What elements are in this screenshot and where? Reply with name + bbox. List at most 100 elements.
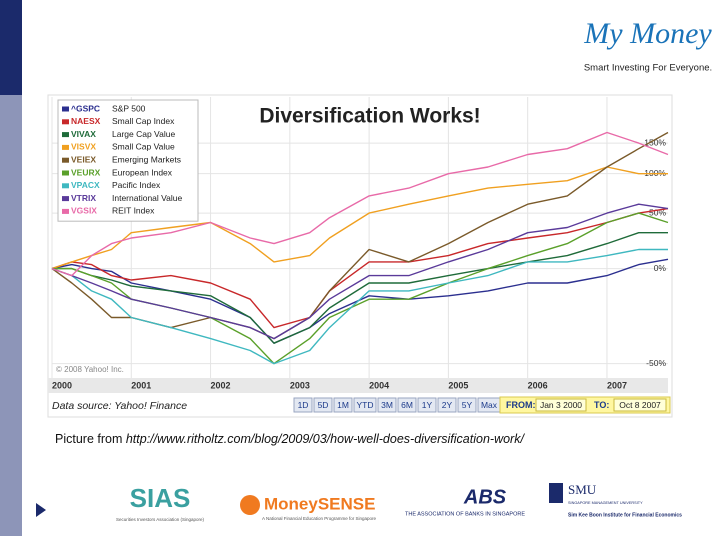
y-tick-label: 0% <box>654 263 667 273</box>
range-label: YTD <box>357 400 374 410</box>
x-tick-label: 2000 <box>52 380 72 390</box>
legend-swatch <box>62 208 69 214</box>
smu-logo: SMU <box>568 482 597 497</box>
legend-swatch <box>62 144 69 150</box>
to-field <box>613 398 667 412</box>
from-label: FROM: <box>506 400 536 410</box>
range-button <box>397 397 417 413</box>
legend-swatch <box>62 170 69 176</box>
legend-label: S&P 500 <box>112 103 146 113</box>
smu-crest <box>549 483 563 503</box>
x-tick-label: 2006 <box>528 380 548 390</box>
range-button <box>377 397 397 413</box>
range-button <box>437 397 457 413</box>
range-button <box>313 397 333 413</box>
chart-title: Diversification Works! <box>259 105 480 128</box>
legend-box <box>57 99 199 222</box>
legend-swatch <box>62 119 69 125</box>
series-line <box>52 212 669 365</box>
sias-logo: SIAS <box>130 483 191 513</box>
series-line <box>52 232 668 344</box>
y-tick-label: -50% <box>646 358 666 368</box>
x-tick-label: 2003 <box>290 380 310 390</box>
legend-swatch <box>62 157 69 163</box>
copyright: © 2008 Yahoo! Inc. <box>56 365 124 374</box>
x-tick-label: 2001 <box>131 380 151 390</box>
chart: -50% 0% 50% 100% 150% 2000 2001 2002 2003 2004 200… <box>48 97 669 393</box>
series-line <box>51 131 669 340</box>
smu-institute: Sim Kee Boon Institute for Financial Eco… <box>568 512 682 518</box>
moneysense-logo: MoneySENSE <box>264 494 375 513</box>
x-tick-label: 2002 <box>211 380 231 390</box>
caption-url: http://www.ritholtz.com/blog/2009/03/how… <box>126 432 526 446</box>
series-line <box>51 203 669 340</box>
legend-label: International Value <box>112 193 183 203</box>
range-label: 6M <box>401 400 413 410</box>
range-label: 3M <box>381 400 393 410</box>
to-label: TO: <box>594 400 609 410</box>
x-tick-label: 2004 <box>369 380 389 390</box>
legend-ticker: VISVX <box>71 142 96 152</box>
sias-sub: Securities Investors Association (Singap… <box>116 517 205 522</box>
caption: Picture from http://www.ritholtz.com/blo… <box>55 432 525 446</box>
legend-swatch <box>62 106 69 112</box>
series-line <box>51 248 668 365</box>
legend-label: Pacific Index <box>112 180 161 190</box>
series-line <box>51 258 669 344</box>
x-tick-label: 2007 <box>607 380 627 390</box>
legend-swatch <box>62 132 69 138</box>
range-button <box>293 397 313 413</box>
caption-prefix: Picture from <box>55 432 126 446</box>
abs-logo: ABS <box>463 486 507 508</box>
range-label: 5D <box>318 400 329 410</box>
from-field <box>535 398 587 412</box>
range-controls: 1D 5D 1M YTD 3M 6M 1Y 2Y 5Y Max FROM: Jan 3 2000 TO:… <box>293 396 671 414</box>
legend-ticker: NAESX <box>71 116 101 126</box>
to-date: Oct 8 2007 <box>619 400 661 410</box>
x-tick-label: 2005 <box>448 380 468 390</box>
range-button <box>457 397 477 413</box>
x-axis-band <box>48 378 668 393</box>
series-line <box>51 166 668 270</box>
logo: My Money <box>583 17 712 50</box>
moneysense-icon <box>240 495 260 515</box>
range-label: Max <box>481 400 498 410</box>
legend-label: Emerging Markets <box>112 154 181 164</box>
nav-arrow <box>36 503 46 517</box>
data-source: Data source: Yahoo! Finance <box>52 400 187 412</box>
legend-label: Small Cap Value <box>112 142 175 152</box>
tagline: Smart Investing For Everyone. <box>584 63 712 74</box>
smu-sub: SINGAPORE MANAGEMENT UNIVERSITY <box>568 501 643 505</box>
range-button <box>353 397 377 413</box>
range-label: 2Y <box>442 400 453 410</box>
legend-label: REIT Index <box>112 206 155 216</box>
range-label: 1M <box>337 400 349 410</box>
legend-ticker: VEIEX <box>71 154 96 164</box>
y-tick-label: 50% <box>649 207 666 217</box>
legend-ticker: VTRIX <box>71 193 96 203</box>
legend-label: European Index <box>112 167 173 177</box>
series-line <box>51 131 669 277</box>
abs-sub: THE ASSOCIATION OF BANKS IN SINGAPORE <box>405 511 525 517</box>
legend-ticker: ^GSPC <box>71 103 100 113</box>
moneysense-sub: A National Financial Education Programme… <box>262 516 377 521</box>
legend-label: Small Cap Index <box>112 116 175 126</box>
range-label: 1D <box>298 400 309 410</box>
legend-ticker: VIVAX <box>71 129 96 139</box>
y-tick-label: 100% <box>644 168 666 178</box>
range-label: 1Y <box>422 400 433 410</box>
side-bar <box>0 95 22 536</box>
legend-ticker: VGSIX <box>71 206 97 216</box>
range-button <box>333 397 353 413</box>
range-label: 5Y <box>462 400 473 410</box>
legend-ticker: VEURX <box>71 167 101 177</box>
legend-swatch <box>62 183 69 189</box>
legend-label: Large Cap Value <box>112 129 175 139</box>
range-button <box>417 397 437 413</box>
side-bar-top <box>0 0 22 95</box>
legend-ticker: VPACX <box>71 180 100 190</box>
from-date: Jan 3 2000 <box>540 400 582 410</box>
y-tick-label: 150% <box>644 137 666 147</box>
legend-swatch <box>62 196 69 202</box>
